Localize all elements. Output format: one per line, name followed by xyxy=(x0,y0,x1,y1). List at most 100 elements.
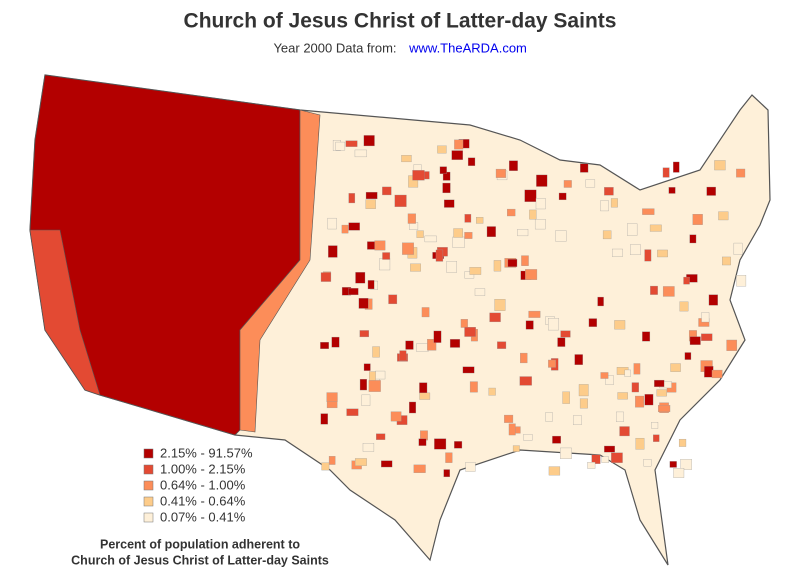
county xyxy=(706,186,716,196)
county xyxy=(331,336,340,348)
county xyxy=(525,320,534,330)
county xyxy=(381,460,393,468)
county xyxy=(439,166,447,174)
county xyxy=(469,267,482,275)
county xyxy=(494,299,506,311)
county xyxy=(555,230,567,242)
county xyxy=(624,369,631,377)
county xyxy=(419,382,428,394)
county xyxy=(449,339,461,348)
county xyxy=(635,395,645,408)
county xyxy=(363,135,375,147)
county xyxy=(495,168,507,178)
county xyxy=(493,260,502,272)
county xyxy=(558,192,567,201)
county xyxy=(563,180,572,188)
county xyxy=(365,191,378,200)
county xyxy=(552,435,561,444)
county xyxy=(534,219,546,230)
county xyxy=(578,384,589,397)
county xyxy=(604,445,615,453)
county xyxy=(517,229,529,237)
county xyxy=(545,412,553,422)
county xyxy=(726,339,738,351)
county xyxy=(657,249,668,258)
county xyxy=(642,208,655,215)
county xyxy=(722,256,731,266)
county xyxy=(714,160,726,171)
county xyxy=(642,331,651,342)
county xyxy=(736,275,747,287)
county xyxy=(467,157,476,166)
county xyxy=(443,199,455,208)
county xyxy=(600,372,609,379)
county xyxy=(668,187,676,194)
county xyxy=(421,307,430,318)
county xyxy=(405,340,414,350)
county xyxy=(345,140,358,147)
county xyxy=(718,211,729,221)
county xyxy=(605,375,614,385)
county xyxy=(662,167,670,178)
county xyxy=(451,150,463,160)
county xyxy=(604,187,614,196)
county xyxy=(382,186,392,196)
county xyxy=(536,174,548,187)
county xyxy=(341,224,349,234)
legend-label: 0.64% - 1.00% xyxy=(160,477,246,492)
county xyxy=(627,223,638,236)
county xyxy=(619,426,630,437)
county xyxy=(372,346,380,358)
county xyxy=(320,413,328,425)
county xyxy=(614,320,626,330)
legend-swatch xyxy=(143,496,154,507)
county xyxy=(412,170,425,181)
source-link[interactable]: www.TheARDA.com xyxy=(408,40,527,55)
county xyxy=(354,458,367,466)
legend-title: Church of Jesus Christ of Latter-day Sai… xyxy=(71,553,329,567)
county xyxy=(416,230,424,238)
county xyxy=(401,155,412,163)
county xyxy=(689,336,701,345)
county xyxy=(733,242,743,255)
county xyxy=(489,312,501,323)
county xyxy=(464,214,472,223)
county xyxy=(407,213,416,224)
county xyxy=(504,414,514,423)
county xyxy=(523,434,533,441)
county xyxy=(644,394,654,406)
county xyxy=(388,294,398,305)
county xyxy=(507,259,518,267)
county xyxy=(673,468,685,478)
county xyxy=(469,381,478,393)
county xyxy=(573,415,582,425)
county xyxy=(678,438,687,447)
county xyxy=(520,352,528,364)
legend-swatch xyxy=(143,512,154,523)
county xyxy=(644,249,652,262)
county xyxy=(736,168,746,178)
county xyxy=(560,330,571,338)
county xyxy=(497,341,507,349)
county xyxy=(630,244,641,255)
county xyxy=(394,194,407,207)
county xyxy=(348,288,359,296)
county xyxy=(326,392,338,402)
county xyxy=(548,318,559,331)
county xyxy=(346,408,359,416)
county xyxy=(424,235,437,243)
county xyxy=(528,310,541,318)
county xyxy=(382,252,391,260)
county xyxy=(580,163,589,173)
county xyxy=(557,337,566,347)
county xyxy=(548,359,556,368)
county xyxy=(651,422,659,429)
county xyxy=(409,401,417,414)
county xyxy=(512,445,520,452)
county xyxy=(418,438,427,446)
county xyxy=(521,255,529,266)
county xyxy=(486,226,496,237)
county xyxy=(509,160,518,171)
county xyxy=(689,234,697,244)
county xyxy=(454,441,463,449)
